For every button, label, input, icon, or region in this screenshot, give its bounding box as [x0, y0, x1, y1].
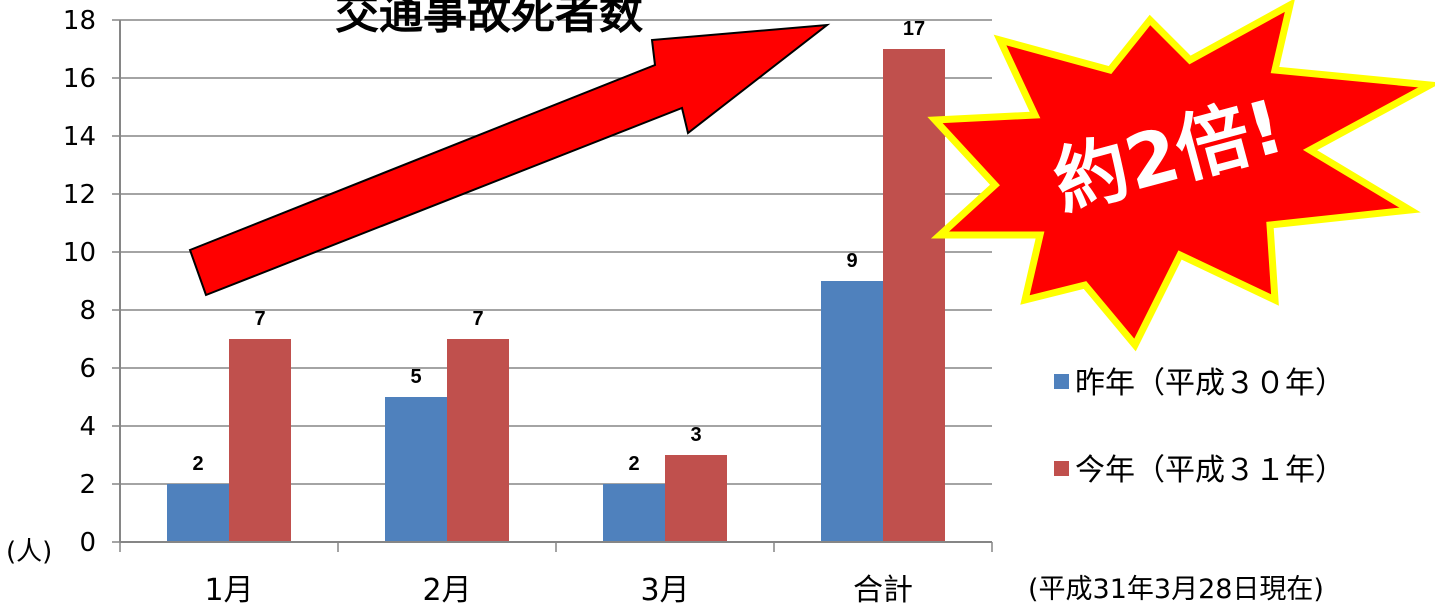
- x-category-label: 3月: [640, 573, 689, 608]
- burst-callout: 約2倍!: [927, 0, 1435, 352]
- trend-arrow: [188, 23, 831, 297]
- bar-last-year: [603, 484, 665, 542]
- y-tick-labels: 0 2 4 6 8 10 12 14 16 18: [63, 6, 96, 558]
- data-label: 7: [472, 308, 483, 330]
- y-tick-label: 0: [79, 528, 96, 558]
- y-unit-label: (人): [6, 537, 52, 567]
- data-label: 17: [903, 18, 925, 40]
- y-tick-label: 12: [63, 180, 96, 210]
- x-category-label: 合計: [853, 573, 913, 608]
- data-label: 9: [846, 250, 857, 272]
- bar-this-year: [665, 455, 727, 542]
- bar-this-year: [229, 339, 291, 542]
- legend-swatch-last-year: [1054, 374, 1069, 389]
- y-tick-label: 18: [63, 6, 96, 36]
- bar-this-year: [447, 339, 509, 542]
- chart-title: 交通事故死者数: [335, 0, 643, 39]
- data-label: 7: [254, 308, 265, 330]
- y-tick-label: 6: [79, 354, 96, 384]
- y-tick-label: 4: [79, 412, 96, 442]
- x-category-label: 2月: [422, 573, 471, 608]
- y-tick-label: 16: [63, 64, 96, 94]
- data-label: 5: [410, 366, 421, 388]
- axes: [119, 20, 992, 543]
- data-labels: 2 7 5 7 2 3 9 17: [192, 18, 925, 475]
- data-label: 2: [192, 453, 203, 475]
- legend-swatch-this-year: [1054, 461, 1069, 476]
- starburst-shape: [927, 0, 1435, 352]
- bar-this-year: [883, 49, 945, 542]
- data-label: 3: [690, 424, 701, 446]
- y-tick-label: 10: [63, 238, 96, 268]
- as-of-note: (平成31年3月28日現在): [1028, 574, 1324, 605]
- y-tick-label: 14: [63, 122, 96, 152]
- y-tick-label: 8: [79, 296, 96, 326]
- bar-last-year: [167, 484, 229, 542]
- bars: [119, 49, 993, 552]
- legend-label-this-year: 今年（平成３１年）: [1075, 453, 1345, 488]
- bar-last-year: [821, 281, 883, 542]
- bar-last-year: [385, 397, 447, 542]
- data-label: 2: [628, 453, 639, 475]
- legend: 昨年（平成３０年） 今年（平成３１年）: [1054, 366, 1345, 488]
- x-category-label: 1月: [204, 573, 253, 608]
- y-tick-label: 2: [79, 470, 96, 500]
- legend-label-last-year: 昨年（平成３０年）: [1075, 366, 1345, 401]
- x-category-labels: 1月 2月 3月 合計: [204, 573, 913, 608]
